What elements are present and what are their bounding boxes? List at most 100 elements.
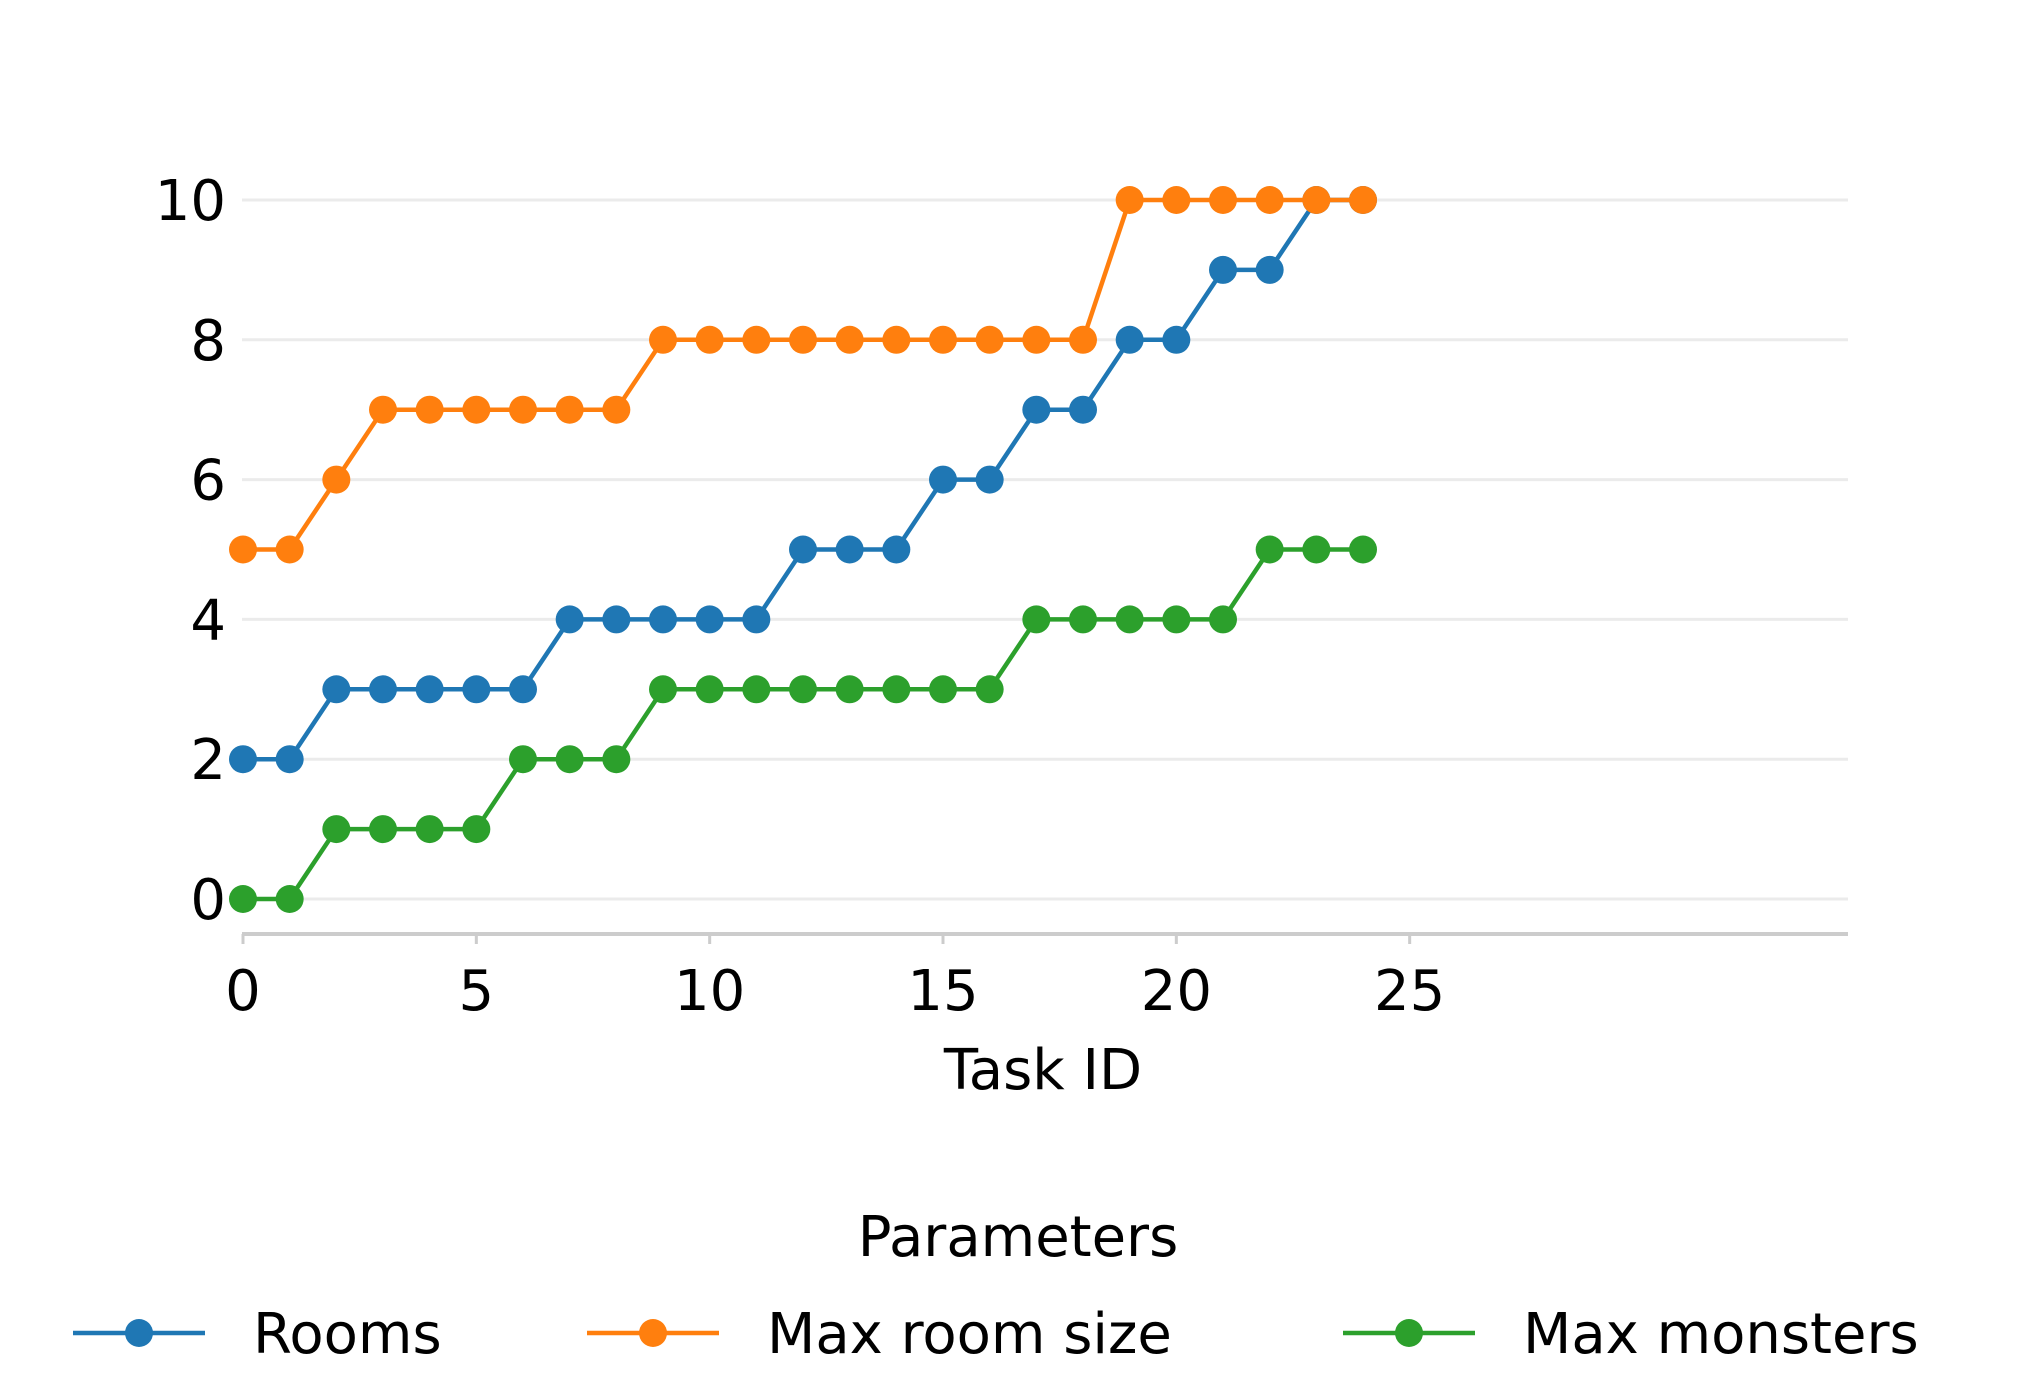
data-point-max-monsters [882, 675, 911, 704]
data-point-max-room-size [1115, 186, 1144, 214]
data-point-max-monsters [1209, 605, 1237, 634]
data-point-max-monsters [555, 745, 584, 774]
data-point-max-room-size [1069, 325, 1097, 354]
data-point-rooms [1209, 255, 1237, 284]
data-point-max-monsters [789, 675, 817, 704]
series-max-monsters [229, 535, 1377, 913]
data-point-rooms [975, 465, 1004, 494]
data-point-max-room-size [1302, 186, 1331, 214]
data-point-rooms [555, 605, 584, 634]
data-point-max-room-size [415, 395, 444, 424]
data-point-max-room-size [602, 395, 631, 424]
x-axis: 0 5 10 15 20 25 [225, 932, 1848, 1024]
data-point-max-room-size [509, 395, 537, 424]
series-line-max-monsters [243, 547, 1363, 902]
series-max-room-size [229, 186, 1377, 564]
data-point-max-monsters [835, 675, 864, 704]
data-point-max-monsters [1349, 535, 1377, 564]
series-line-max-room-size [243, 197, 1363, 552]
x-tick-label: 15 [907, 959, 978, 1024]
data-point-max-room-size [1349, 186, 1377, 214]
legend-marker-max-room-size [639, 1319, 667, 1347]
data-point-max-room-size [975, 325, 1004, 354]
data-point-rooms [1162, 325, 1191, 354]
data-point-max-room-size [369, 395, 397, 424]
y-tick-label: 0 [190, 868, 226, 933]
data-point-rooms [929, 465, 957, 494]
data-point-max-monsters [1162, 605, 1191, 634]
data-point-max-room-size [275, 535, 304, 564]
data-point-max-room-size [929, 325, 957, 354]
data-point-rooms [835, 535, 864, 564]
data-point-max-monsters [322, 815, 351, 844]
data-point-max-room-size [1255, 186, 1284, 214]
grid-lines [242, 198, 1848, 901]
data-point-rooms [1255, 255, 1284, 284]
data-point-rooms [275, 745, 304, 774]
legend-label-rooms: Rooms [253, 1302, 442, 1367]
legend-label-max-monsters: Max monsters [1523, 1302, 1919, 1367]
data-point-max-monsters [1302, 535, 1331, 564]
data-point-rooms [509, 675, 537, 704]
data-point-rooms [462, 675, 491, 704]
data-point-max-monsters [929, 675, 957, 704]
legend-item-rooms: Rooms [73, 1302, 442, 1367]
legend-marker-max-monsters [1395, 1319, 1423, 1347]
x-tick-label: 5 [459, 959, 495, 1024]
data-point-max-monsters [742, 675, 771, 704]
y-tick-label: 4 [190, 588, 226, 653]
data-point-max-room-size [1162, 186, 1191, 214]
y-tick-label: 10 [155, 169, 226, 234]
legend-marker-rooms [125, 1319, 153, 1347]
data-point-max-monsters [1115, 605, 1144, 634]
data-point-rooms [649, 605, 677, 634]
data-point-rooms [695, 605, 724, 634]
data-point-max-monsters [275, 885, 304, 913]
data-point-max-room-size [649, 325, 677, 354]
data-point-rooms [415, 675, 444, 704]
data-point-rooms [369, 675, 397, 704]
data-point-max-monsters [975, 675, 1004, 704]
data-point-max-room-size [742, 325, 771, 354]
data-point-max-room-size [462, 395, 491, 424]
x-tick-label: 10 [674, 959, 745, 1024]
data-point-max-room-size [695, 325, 724, 354]
data-point-max-monsters [509, 745, 537, 774]
legend-label-max-room-size: Max room size [767, 1302, 1172, 1367]
x-axis-label: Task ID [943, 1038, 1142, 1103]
data-point-max-room-size [835, 325, 864, 354]
data-series [229, 186, 1377, 913]
y-tick-label: 6 [190, 449, 226, 514]
data-point-max-monsters [602, 745, 631, 774]
legend-title: Parameters [858, 1205, 1179, 1270]
data-point-rooms [229, 745, 257, 774]
data-point-rooms [742, 605, 771, 634]
data-point-max-room-size [555, 395, 584, 424]
y-tick-label: 2 [190, 728, 226, 793]
data-point-rooms [789, 535, 817, 564]
data-point-rooms [882, 535, 911, 564]
data-point-max-monsters [462, 815, 491, 844]
legend-item-max-monsters: Max monsters [1343, 1302, 1919, 1367]
data-point-rooms [1115, 325, 1144, 354]
data-point-max-room-size [322, 465, 351, 494]
data-point-max-monsters [1022, 605, 1051, 634]
series-rooms [229, 186, 1377, 774]
data-point-max-monsters [649, 675, 677, 704]
data-point-max-monsters [369, 815, 397, 844]
data-point-max-monsters [1069, 605, 1097, 634]
legend: Parameters Rooms Max room size Max monster… [73, 1205, 1919, 1367]
data-point-max-room-size [882, 325, 911, 354]
data-point-max-room-size [789, 325, 817, 354]
x-tick-label: 0 [225, 959, 261, 1024]
data-point-rooms [322, 675, 351, 704]
x-tick-label: 20 [1141, 959, 1212, 1024]
data-point-max-room-size [1209, 186, 1237, 214]
data-point-max-monsters [1255, 535, 1284, 564]
data-point-max-room-size [1022, 325, 1051, 354]
y-tick-label: 8 [190, 309, 226, 374]
legend-item-max-room-size: Max room size [587, 1302, 1172, 1367]
data-point-rooms [602, 605, 631, 634]
